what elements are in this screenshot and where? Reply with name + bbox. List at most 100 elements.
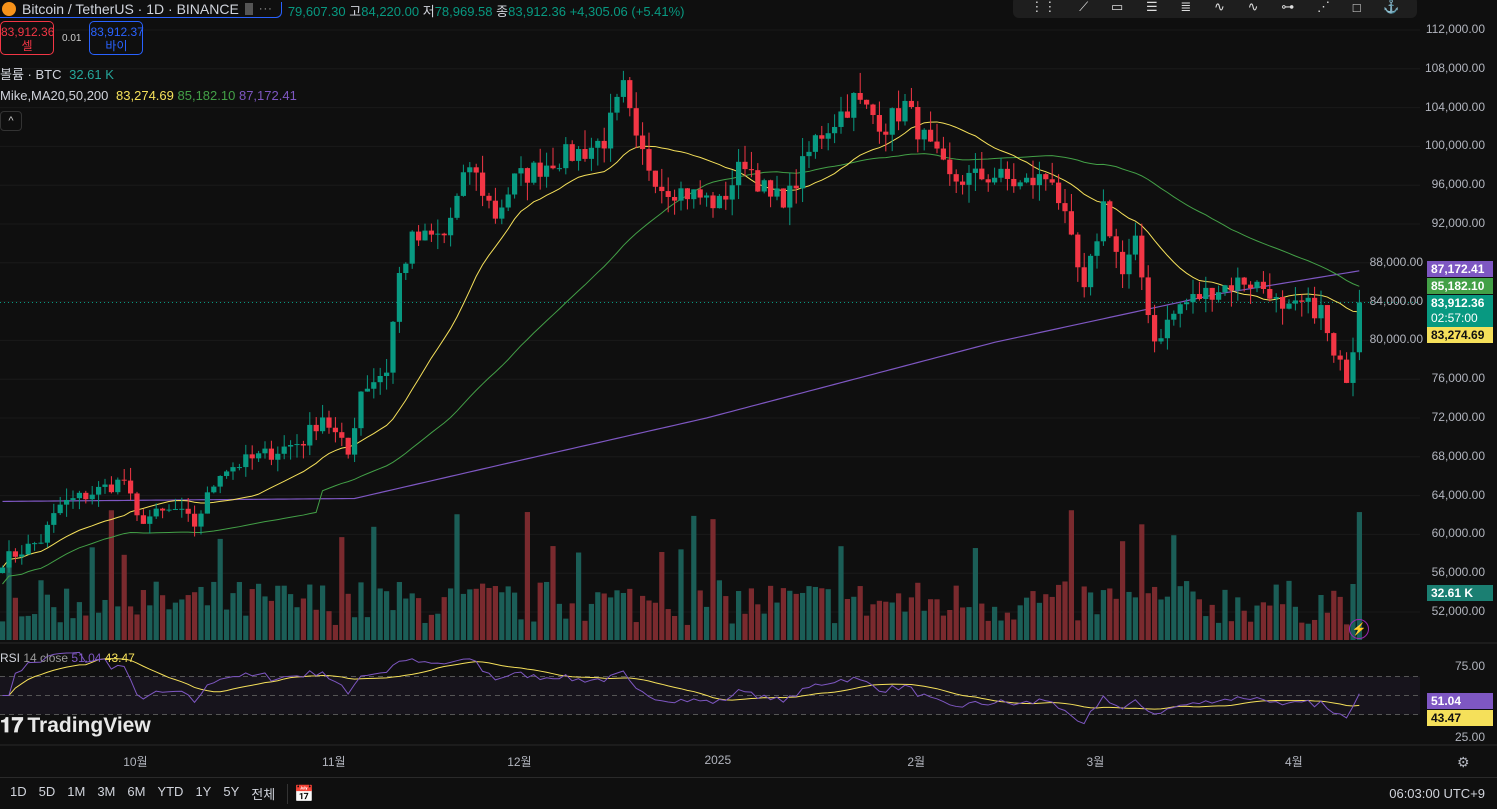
volume-bar <box>185 595 191 640</box>
curve-icon[interactable]: ∿ <box>1247 0 1259 14</box>
candle-body <box>678 188 684 201</box>
candle-body <box>736 161 742 186</box>
buy-button[interactable]: 83,912.37 바이 <box>89 21 144 55</box>
rectangle-icon[interactable]: □ <box>1352 0 1361 15</box>
candle-body <box>908 100 914 107</box>
candle-body <box>1056 182 1062 204</box>
volume-bar <box>1068 510 1074 640</box>
volume-bar <box>1344 624 1350 640</box>
candle-body <box>646 149 652 171</box>
volume-bar <box>1120 541 1126 640</box>
trade-buttons: 83,912.36 셀 0.01 83,912.37 바이 <box>0 21 144 55</box>
settings-icon[interactable]: ⚙ <box>1457 754 1470 770</box>
price-axis-label: 96,000.00 <box>1431 177 1485 192</box>
candle-body <box>300 444 306 446</box>
candle-body <box>441 233 447 236</box>
candle-body <box>345 437 351 455</box>
tradingview-logo[interactable]: 𝟏𝟕 TradingView <box>0 714 151 738</box>
text-note-icon[interactable]: ▭ <box>1110 0 1124 14</box>
candle-body <box>1260 281 1266 290</box>
volume-bar <box>409 593 415 640</box>
volume-bar <box>1356 512 1362 640</box>
sell-button[interactable]: 83,912.36 셀 <box>0 21 54 55</box>
volume-bar <box>32 614 38 640</box>
drag-handle-icon[interactable]: ⋮⋮ <box>1030 0 1057 14</box>
volume-bar <box>819 588 825 640</box>
volume-bar <box>96 612 102 640</box>
price-axis-label: 84,000.00 <box>1369 293 1423 308</box>
goto-date-icon[interactable]: 📅 <box>294 785 315 803</box>
candle-body <box>166 509 172 511</box>
candle-body <box>889 108 895 135</box>
volume-bar <box>1139 524 1145 640</box>
projection-icon[interactable]: ⋰ <box>1317 0 1331 14</box>
price-axis-label: 112,000.00 <box>1425 22 1485 36</box>
separator <box>287 783 289 804</box>
candle-body <box>774 188 780 197</box>
candle-body <box>1184 302 1190 305</box>
fib-icon[interactable]: ≣ <box>1180 0 1192 14</box>
candle-body <box>761 180 767 192</box>
range-button-3M[interactable]: 3M <box>97 784 116 799</box>
candle-body <box>153 508 159 517</box>
candle-body <box>1030 177 1036 186</box>
range-button-1Y[interactable]: 1Y <box>195 784 212 799</box>
volume-bar <box>1222 589 1228 640</box>
symbol-info[interactable]: Bitcoin / TetherUS · 1D · BINANCE ··· <box>0 1 282 18</box>
volume-bar <box>697 590 703 640</box>
volume-bar <box>6 551 12 640</box>
candle-body <box>518 168 524 174</box>
range-button-1D[interactable]: 1D <box>10 784 27 799</box>
trendline-icon[interactable]: ⟋ <box>1079 0 1089 14</box>
volume-bar <box>710 519 716 640</box>
anchor-icon[interactable]: ⚓ <box>1383 0 1400 14</box>
range-button-6M[interactable]: 6M <box>127 784 146 799</box>
collapse-legend-button[interactable]: ^ <box>0 111 22 131</box>
volume-bar <box>729 623 735 640</box>
candle-body <box>544 165 550 177</box>
more-icon[interactable]: ··· <box>258 2 273 15</box>
change-value: +4,305.06 (+5.41%) <box>569 3 685 19</box>
volume-bar <box>1260 602 1266 640</box>
clock[interactable]: 06:03:00 UTC+9 <box>1389 786 1485 801</box>
lightning-icon[interactable]: ⚡ <box>1349 619 1369 639</box>
rsi-legend[interactable]: RSI 14 close 51.04 43.47 <box>0 651 135 665</box>
volume-bar <box>646 600 652 640</box>
volume-bar <box>390 610 396 640</box>
candle-body <box>992 177 998 183</box>
candle-body <box>486 195 492 201</box>
candle-body <box>1344 359 1350 383</box>
range-button-5D[interactable]: 5D <box>38 784 56 799</box>
price-axis-label: 56,000.00 <box>1431 565 1485 580</box>
candle-body <box>332 427 338 433</box>
candle-body <box>1331 333 1337 356</box>
path-icon[interactable]: ∿ <box>1214 0 1225 14</box>
range-button-YTD[interactable]: YTD <box>157 784 184 799</box>
range-icon[interactable]: ⊶ <box>1281 0 1295 14</box>
candle-body <box>729 185 735 200</box>
candle-body <box>1145 277 1151 316</box>
range-button-1M[interactable]: 1M <box>67 784 86 799</box>
range-button-5Y[interactable]: 5Y <box>223 784 240 799</box>
volume-bar <box>1350 583 1356 640</box>
volume-bar <box>153 581 159 640</box>
volume-bar <box>1337 596 1343 640</box>
volume-bar <box>1184 581 1190 640</box>
candle-body <box>652 170 658 187</box>
candle-body <box>217 475 223 487</box>
volume-bar <box>160 595 166 640</box>
candle-body <box>825 133 831 139</box>
volume-bar <box>428 614 434 640</box>
candle-body <box>1152 315 1158 342</box>
volume-bar <box>972 548 978 640</box>
flag-icon[interactable] <box>244 2 253 15</box>
candle-body <box>1088 255 1094 288</box>
volume-bar <box>902 611 908 640</box>
horizontal-line-icon[interactable]: ☰ <box>1145 0 1158 14</box>
volume-bar <box>1024 597 1030 640</box>
candle-body <box>128 480 134 494</box>
ma-legend[interactable]: Mike,MA20,50,200 83,274.69 85,182.10 87,… <box>0 88 297 103</box>
range-button-전체[interactable]: 전체 <box>251 787 276 802</box>
volume-legend[interactable]: 볼륨 · BTC 32.61 K <box>0 64 114 83</box>
